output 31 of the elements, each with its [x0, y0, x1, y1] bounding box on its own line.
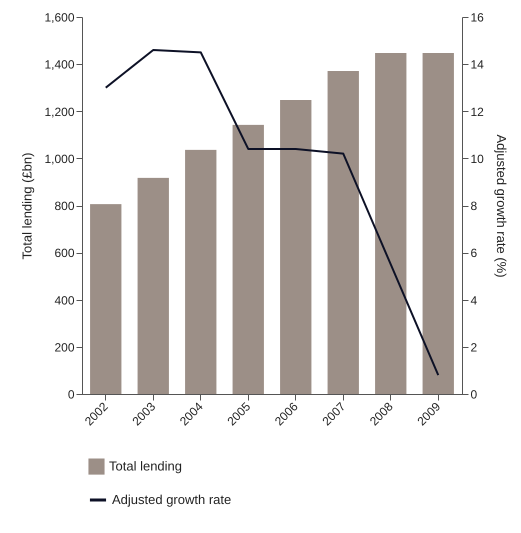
- bar: [328, 70, 359, 394]
- legend-label: Adjusted growth rate: [112, 492, 232, 507]
- y-tick-label: 1,400: [44, 58, 75, 72]
- y2-tick-label: 16: [470, 10, 484, 24]
- y-tick-label: 800: [54, 199, 75, 213]
- y2-axis-title: Adjusted growth rate (%): [494, 134, 509, 278]
- y-tick-label: 0: [68, 388, 75, 402]
- y2-tick-label: 0: [470, 388, 478, 402]
- y2-tick-label: 8: [470, 199, 478, 213]
- legend-label: Total lending: [109, 458, 182, 474]
- y2-tick-label: 12: [470, 104, 484, 119]
- bar: [280, 100, 312, 394]
- line-series: [104, 48, 440, 376]
- y-tick-label: 1,600: [44, 10, 75, 24]
- bar: [138, 178, 169, 394]
- y2-tick-label: 14: [470, 58, 484, 72]
- y2-tick-label: 4: [470, 293, 478, 308]
- y2-tick-label: 10: [470, 152, 484, 166]
- bar: [90, 204, 122, 394]
- y2-tick-label: 2: [470, 340, 478, 354]
- y-tick-label: 1,000: [44, 152, 75, 166]
- y-axis-title: Total lending (£bn): [19, 152, 34, 260]
- y2-tick-label: 6: [470, 246, 478, 260]
- y-tick-label: 200: [54, 340, 75, 354]
- bar: [232, 124, 264, 394]
- y-tick-label: 1,200: [44, 104, 75, 119]
- bar: [375, 53, 406, 394]
- bar: [422, 53, 454, 394]
- y-tick-label: 400: [54, 293, 75, 308]
- y-tick-label: 600: [54, 246, 75, 260]
- bar: [185, 150, 216, 394]
